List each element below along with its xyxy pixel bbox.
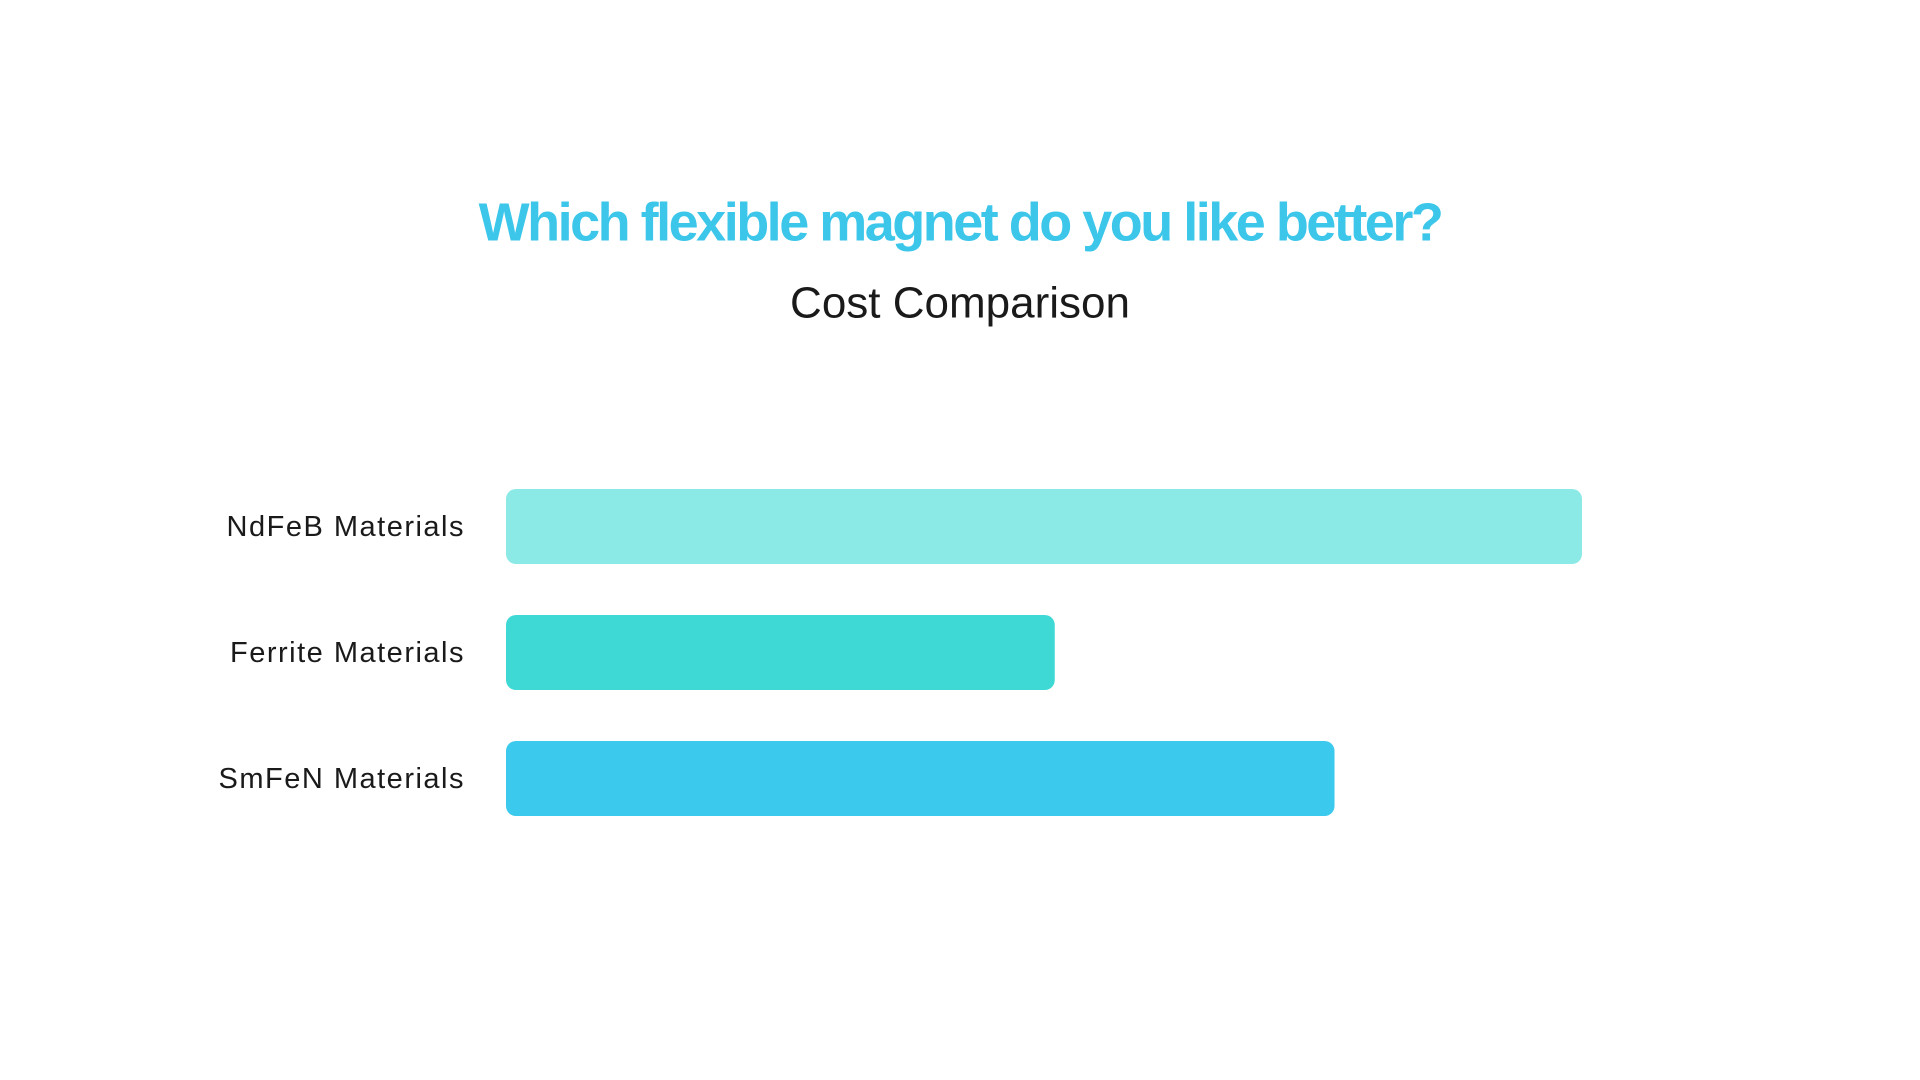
- chart-title: Which flexible magnet do you like better…: [479, 192, 1442, 252]
- bar: [506, 489, 1582, 564]
- category-label: NdFeB Materials: [227, 511, 465, 543]
- chart-subtitle: Cost Comparison: [790, 279, 1130, 328]
- bar: [506, 741, 1335, 816]
- bar: [506, 615, 1055, 690]
- category-label: SmFeN Materials: [219, 763, 466, 795]
- category-label: Ferrite Materials: [230, 637, 465, 669]
